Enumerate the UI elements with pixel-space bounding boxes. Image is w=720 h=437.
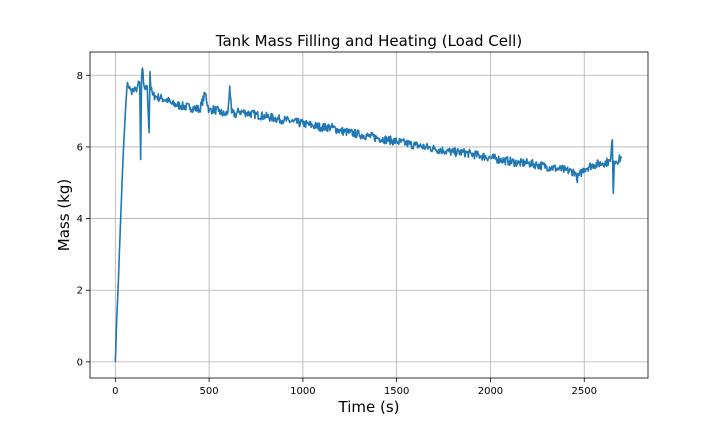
x-tick-label: 1500 xyxy=(384,386,409,397)
y-tick-label: 6 xyxy=(77,142,83,153)
series-layer xyxy=(114,67,623,362)
y-tick-label: 2 xyxy=(77,286,83,297)
x-tick-label: 0 xyxy=(112,386,118,397)
x-axis-label: Time (s) xyxy=(338,398,400,416)
x-tick-label: 2500 xyxy=(572,386,597,397)
plot-frame xyxy=(89,51,649,379)
x-axis: 0 500 1000 1500 2000 2500 xyxy=(112,378,597,397)
y-axis-label: Mass (kg) xyxy=(55,179,73,251)
chart-title: Tank Mass Filling and Heating (Load Cell… xyxy=(215,32,522,50)
x-tick-label: 500 xyxy=(200,386,219,397)
y-tick-label: 8 xyxy=(77,71,83,82)
x-tick-label: 1000 xyxy=(290,386,315,397)
grid xyxy=(90,52,648,378)
x-tick-label: 2000 xyxy=(478,386,503,397)
y-axis: 0 2 4 6 8 xyxy=(77,71,90,368)
y-tick-label: 0 xyxy=(77,357,83,368)
y-tick-label: 4 xyxy=(77,214,83,225)
mass-series-line xyxy=(114,67,623,362)
